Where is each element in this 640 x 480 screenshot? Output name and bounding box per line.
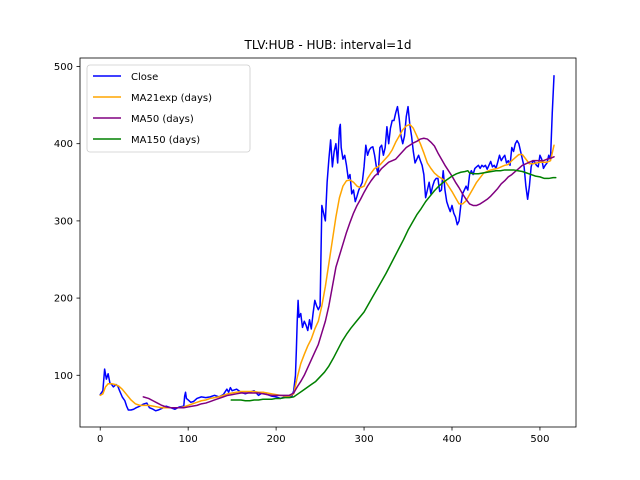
legend-label: Close — [131, 72, 158, 83]
plot-frame — [79, 57, 577, 428]
y-tick-label: 300 — [54, 216, 73, 227]
legend-box — [86, 64, 251, 153]
y-tick-label: 400 — [54, 139, 73, 150]
x-axis: 0 100 200 300 400 500 — [97, 427, 549, 445]
legend-label: MA50 (days) — [131, 114, 194, 125]
x-tick-label: 500 — [530, 434, 549, 445]
x-tick-label: 0 — [97, 434, 103, 445]
x-tick-label: 100 — [179, 434, 198, 445]
x-tick-label: 400 — [442, 434, 461, 445]
x-tick-label: 300 — [355, 434, 374, 445]
x-tick-label: 200 — [267, 434, 286, 445]
chart-title: TLV:HUB - HUB: interval=1d — [244, 38, 412, 52]
legend-label: MA150 (days) — [131, 135, 200, 146]
legend-label: MA21exp (days) — [131, 93, 212, 104]
legend: Close MA21exp (days) MA50 (days) MA150 (day… — [86, 64, 251, 153]
y-tick-label: 500 — [54, 62, 73, 73]
series-line-3 — [230, 169, 557, 402]
series-line-0 — [99, 75, 555, 412]
y-axis: 100 200 300 400 500 — [54, 62, 80, 382]
series-layer — [99, 75, 557, 412]
series-line-2 — [142, 137, 555, 409]
y-tick-label: 200 — [54, 294, 73, 305]
y-tick-label: 100 — [54, 371, 73, 382]
